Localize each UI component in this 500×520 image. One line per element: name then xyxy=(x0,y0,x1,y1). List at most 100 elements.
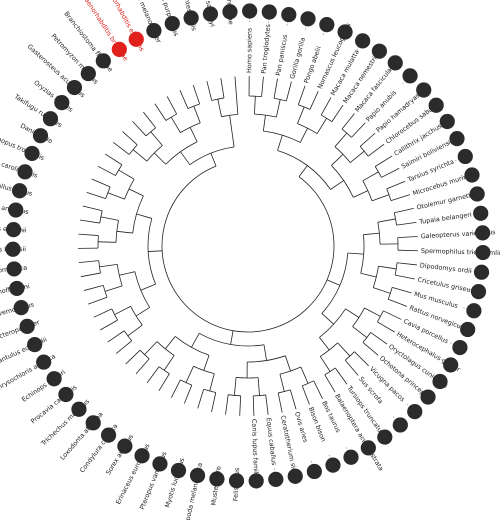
leaf-marker[interactable] xyxy=(17,164,33,180)
leaf-marker[interactable] xyxy=(222,4,238,20)
leaf-marker[interactable] xyxy=(387,55,403,71)
branch-arc xyxy=(324,367,336,376)
leaf-marker[interactable] xyxy=(111,41,127,57)
leaf-marker[interactable] xyxy=(146,23,162,39)
branch-line xyxy=(330,180,344,190)
leaf-marker[interactable] xyxy=(5,241,21,257)
leaf-marker[interactable] xyxy=(189,467,206,484)
leaf-marker[interactable] xyxy=(46,371,62,387)
leaf-marker[interactable] xyxy=(464,167,480,183)
branch-line xyxy=(234,377,237,396)
leaf-marker[interactable] xyxy=(117,438,133,454)
leaf-marker[interactable] xyxy=(202,6,219,22)
branch-line xyxy=(347,252,364,255)
leaf-marker[interactable] xyxy=(281,6,297,23)
leaf-marker[interactable] xyxy=(473,205,489,221)
branch-arc xyxy=(297,123,318,134)
leaf-marker[interactable] xyxy=(209,471,225,487)
leaf-marker[interactable] xyxy=(24,145,40,162)
leaf-marker[interactable] xyxy=(473,264,490,280)
branch-line xyxy=(99,319,118,331)
leaf-marker[interactable] xyxy=(475,244,491,261)
leaf-marker[interactable] xyxy=(164,15,180,32)
leaf-marker[interactable] xyxy=(469,186,485,202)
leaf-label: Gorilla gorilla xyxy=(288,36,307,79)
leaf-marker[interactable] xyxy=(85,415,101,431)
leaf-marker[interactable] xyxy=(100,427,117,443)
leaf-marker[interactable] xyxy=(457,148,473,165)
branch-line xyxy=(148,250,163,252)
leaf-marker[interactable] xyxy=(392,417,408,433)
leaf-marker[interactable] xyxy=(80,65,96,82)
leaf-marker[interactable] xyxy=(355,33,371,49)
leaf-marker[interactable] xyxy=(325,457,341,473)
leaf-marker[interactable] xyxy=(36,354,52,370)
leaf-marker[interactable] xyxy=(402,68,418,84)
leaf-marker[interactable] xyxy=(319,17,335,33)
leaf-marker[interactable] xyxy=(42,111,59,127)
leaf-marker[interactable] xyxy=(343,449,359,465)
leaf-marker[interactable] xyxy=(54,95,70,111)
leaf-marker[interactable] xyxy=(475,225,491,241)
leaf-marker[interactable] xyxy=(66,79,83,96)
leaf-marker[interactable] xyxy=(32,128,49,144)
leaf-marker[interactable] xyxy=(452,339,468,356)
branch-arc xyxy=(145,127,156,137)
leaf-marker[interactable] xyxy=(11,183,28,199)
leaf-marker[interactable] xyxy=(287,468,303,484)
branch-line xyxy=(220,78,225,98)
leaf-marker[interactable] xyxy=(460,321,476,338)
leaf-marker[interactable] xyxy=(27,336,43,353)
leaf-marker[interactable] xyxy=(248,473,264,489)
branch-line xyxy=(146,366,160,384)
leaf-marker[interactable] xyxy=(242,3,258,19)
leaf-marker[interactable] xyxy=(337,24,353,40)
leaf-marker[interactable] xyxy=(128,31,144,47)
leaf-marker[interactable] xyxy=(377,429,393,445)
branch-line xyxy=(150,131,163,146)
branch-line xyxy=(209,373,215,392)
leaf-marker[interactable] xyxy=(449,130,465,147)
branch-arc xyxy=(193,365,215,375)
leaf-marker[interactable] xyxy=(432,373,448,390)
leaf-marker[interactable] xyxy=(420,389,436,405)
leaf-marker[interactable] xyxy=(371,43,388,59)
leaf-marker[interactable] xyxy=(19,318,35,334)
leaf-marker[interactable] xyxy=(439,113,455,130)
leaf-marker[interactable] xyxy=(13,300,29,316)
leaf-marker[interactable] xyxy=(470,284,487,300)
leaf-marker[interactable] xyxy=(228,473,245,489)
leaf-label: Dipodomys ordii xyxy=(419,261,472,275)
leaf-marker[interactable] xyxy=(95,53,111,69)
branch-line xyxy=(265,394,269,415)
leaf-marker[interactable] xyxy=(152,456,168,472)
branch-line xyxy=(388,298,408,307)
branch-line xyxy=(367,143,385,157)
branch-arc xyxy=(374,166,382,178)
leaf-marker[interactable] xyxy=(416,82,432,98)
leaf-marker[interactable] xyxy=(300,11,316,27)
leaf-marker[interactable] xyxy=(428,97,444,113)
leaf-marker[interactable] xyxy=(9,280,25,297)
leaf-marker[interactable] xyxy=(170,462,187,479)
leaf-marker[interactable] xyxy=(183,10,199,26)
leaf-marker[interactable] xyxy=(6,261,22,277)
branch-line xyxy=(297,85,306,105)
leaf-marker[interactable] xyxy=(261,4,277,20)
leaf-marker[interactable] xyxy=(306,463,322,480)
leaf-marker[interactable] xyxy=(71,401,87,417)
leaf-marker[interactable] xyxy=(443,357,459,373)
leaf-marker[interactable] xyxy=(466,303,482,319)
branch-line xyxy=(143,111,156,129)
branch-line xyxy=(394,207,414,214)
leaf-marker[interactable] xyxy=(8,202,24,218)
leaf-marker[interactable] xyxy=(360,440,376,456)
leaf-marker[interactable] xyxy=(407,403,423,420)
leaf-marker[interactable] xyxy=(268,471,284,487)
leaf-marker[interactable] xyxy=(58,386,74,403)
branch-line xyxy=(132,149,148,162)
leaf-marker[interactable] xyxy=(5,222,22,238)
leaf-marker[interactable] xyxy=(134,448,150,464)
branch-line xyxy=(254,96,256,115)
